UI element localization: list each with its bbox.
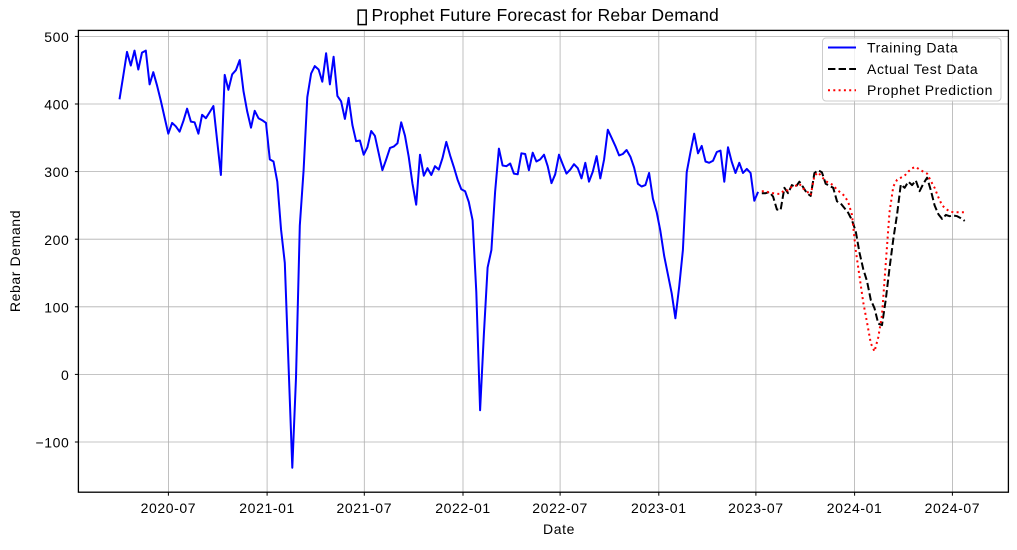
svg-text:Prophet Future Forecast for Re: Prophet Future Forecast for Rebar Demand (372, 5, 720, 25)
svg-text:100: 100 (44, 299, 69, 315)
svg-text:0: 0 (61, 367, 69, 383)
svg-text:Rebar Demand: Rebar Demand (7, 210, 23, 312)
svg-text:2022-07: 2022-07 (532, 500, 588, 516)
svg-text:2021-07: 2021-07 (337, 500, 393, 516)
svg-text:500: 500 (44, 29, 69, 45)
svg-text:200: 200 (44, 232, 69, 248)
svg-text:Prophet Prediction: Prophet Prediction (867, 82, 993, 98)
svg-text:2022-01: 2022-01 (435, 500, 491, 516)
svg-text:2024-01: 2024-01 (827, 500, 883, 516)
svg-text:2023-01: 2023-01 (631, 500, 687, 516)
svg-text:2021-01: 2021-01 (239, 500, 295, 516)
svg-text:Date: Date (543, 521, 575, 537)
svg-text:Training Data: Training Data (867, 39, 958, 55)
svg-text:2024-07: 2024-07 (925, 500, 981, 516)
svg-text:2020-07: 2020-07 (141, 500, 197, 516)
svg-text:400: 400 (44, 97, 69, 113)
svg-text:2023-07: 2023-07 (728, 500, 784, 516)
svg-text:300: 300 (44, 164, 69, 180)
svg-text:Actual Test Data: Actual Test Data (867, 61, 978, 77)
svg-text:−100: −100 (35, 435, 69, 451)
